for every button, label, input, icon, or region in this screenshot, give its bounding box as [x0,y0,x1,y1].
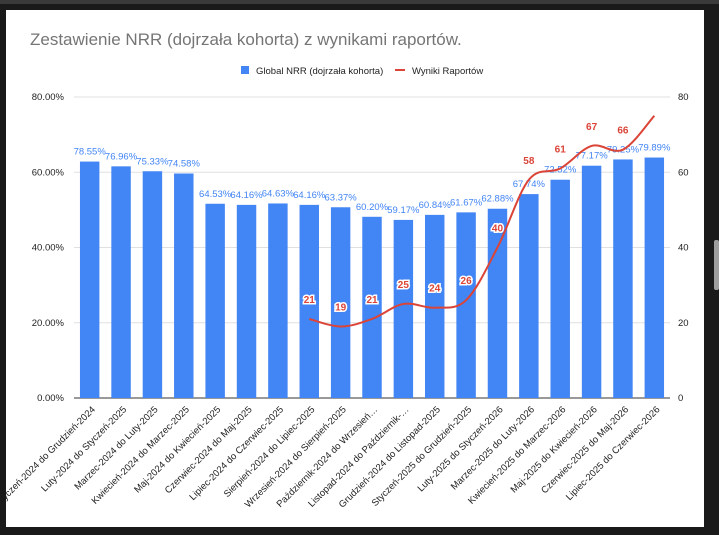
right-tick-label: 60 [678,167,689,178]
line-value-label: 21 [366,295,378,306]
chart-title: Zestawienie NRR (dojrzała kohorta) z wyn… [30,30,462,49]
bar-value-label: 60.20% [356,202,389,213]
bar-value-label: 72.52% [544,165,577,176]
line-value-label: 61 [555,144,567,155]
bar [330,207,351,398]
legend-label-bars: Global NRR (dojrzała kohorta) [256,66,383,77]
bar [644,157,665,398]
line-path [309,115,656,328]
bar [393,219,414,398]
bar [425,214,445,398]
bar-value-label: 64.63% [262,188,295,199]
right-tick-label: 20 [678,318,689,329]
bar-value-label: 64.16% [293,190,326,201]
window-top-border [0,0,719,4]
left-tick-label: 80.00% [32,92,65,103]
scrollbar-handle[interactable] [714,240,719,290]
line-value-label: 21 [304,295,316,306]
bar [581,165,602,398]
right-tick-label: 80 [678,92,689,103]
bar-value-label: 74.58% [168,159,201,170]
bar [236,204,257,398]
bar-value-label: 60.84% [419,200,452,211]
line-value-label: 24 [429,284,441,295]
chart-card: Zestawienie NRR (dojrzała kohorta) z wyn… [0,10,704,527]
right-axis: 0 20 40 60 80 [678,92,689,404]
bar [550,179,570,398]
legend-label-line: Wyniki Raportów [412,66,483,77]
line-value-label: 66 [617,126,629,137]
bar [205,203,225,398]
line-series [309,115,656,328]
bar-value-label: 59.17% [387,205,420,216]
chart-legend: Global NRR (dojrzała kohorta) Wyniki Rap… [241,66,483,77]
bar [613,159,633,398]
bar-value-label: 67.74% [513,179,546,190]
bar-data-labels: 78.55% 76.96% 75.33% 74.58%64.53% 64.16% 64.6… [74,143,671,216]
bar [142,171,163,398]
line-value-label: 25 [398,280,410,291]
right-tick-label: 0 [678,393,683,404]
bar-value-label: 64.16% [230,190,263,201]
bar-value-label: 77.17% [575,151,608,162]
bar-value-label: 61.67% [450,197,483,208]
bar [299,204,319,398]
left-tick-label: 20.00% [32,318,65,329]
right-tick-label: 40 [678,243,689,254]
bar-value-label: 75.33% [136,156,169,167]
line-value-label: 19 [335,303,347,314]
line-value-label: 26 [461,276,473,287]
line-data-labels: 21 19 21 25 24 26 40 58 61 67 66 [302,120,630,315]
bar [456,212,476,398]
bar-value-label: 64.53% [199,189,232,200]
line-value-label: 67 [586,122,598,133]
left-tick-label: 0.00% [37,393,64,404]
line-value-label: 40 [492,224,504,235]
left-tick-label: 40.00% [32,243,65,254]
bar-value-label: 78.55% [74,147,107,158]
bar [111,166,131,398]
line-value-label: 58 [523,156,535,167]
bar-value-label: 76.96% [105,151,138,162]
bar-value-label: 62.88% [481,194,514,205]
bar [362,216,382,398]
left-axis: 0.00% 20.00% 40.00% 60.00% 80.00% [32,92,65,404]
bar [519,194,539,398]
bar-value-label: 79.89% [638,143,671,154]
bar-series [79,157,665,398]
bar-value-label: 63.37% [325,192,358,203]
left-tick-label: 60.00% [32,167,65,178]
bar [268,203,288,398]
bar [487,208,508,398]
bar [174,173,194,398]
legend-swatch-bars [241,66,249,74]
bar [79,161,100,398]
combo-chart: Zestawienie NRR (dojrzała kohorta) z wyn… [0,30,689,510]
